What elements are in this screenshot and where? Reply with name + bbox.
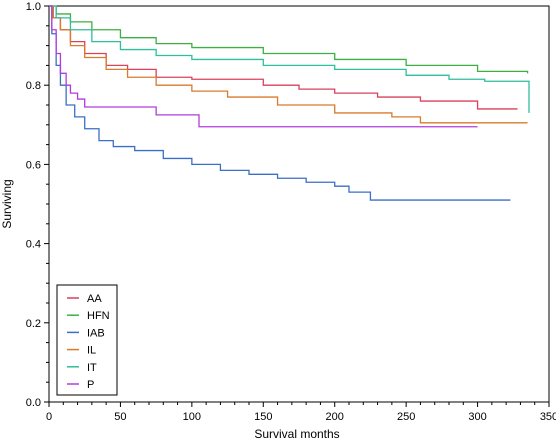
- x-tick-label: 50: [114, 411, 126, 423]
- y-tick-label: 0.6: [26, 159, 41, 171]
- legend-label-il: IL: [87, 345, 96, 357]
- legend-label-hfn: HFN: [87, 310, 110, 322]
- legend-label-aa: AA: [87, 293, 102, 305]
- series-line-hfn: [49, 5, 529, 74]
- legend-label-p: P: [87, 379, 94, 391]
- legend-label-iab: IAB: [87, 327, 105, 339]
- legend-box: [56, 284, 118, 396]
- y-tick-label: 0.8: [26, 80, 41, 92]
- legend: AA HFN IAB IL IT P: [56, 284, 118, 396]
- series-line-il: [49, 5, 528, 124]
- series-line-p: [49, 5, 478, 128]
- y-tick-label: 0.4: [26, 239, 41, 251]
- y-tick-label: 0.0: [26, 397, 41, 409]
- y-tick-label: 1.0: [26, 1, 41, 13]
- x-tick-label: 200: [326, 411, 344, 423]
- legend-label-it: IT: [87, 362, 97, 374]
- series-lines: [49, 5, 530, 201]
- series-line-iab: [49, 5, 511, 201]
- x-tick-label: 350: [540, 411, 556, 423]
- y-axis-title: Surviving: [0, 179, 14, 228]
- y-tick-label: 0.2: [26, 318, 41, 330]
- axes: 0 50 100 150 200 250 300 350 0.0 0.2 0.4 0.6 0.8 1.0: [26, 1, 556, 423]
- series-line-it: [49, 5, 530, 113]
- x-tick-label: 250: [397, 411, 415, 423]
- x-tick-label: 0: [46, 411, 52, 423]
- x-axis-title: Survival months: [254, 427, 339, 441]
- x-tick-label: 150: [254, 411, 272, 423]
- series-line-aa: [49, 5, 518, 110]
- x-tick-label: 100: [183, 411, 201, 423]
- x-tick-label: 300: [468, 411, 486, 423]
